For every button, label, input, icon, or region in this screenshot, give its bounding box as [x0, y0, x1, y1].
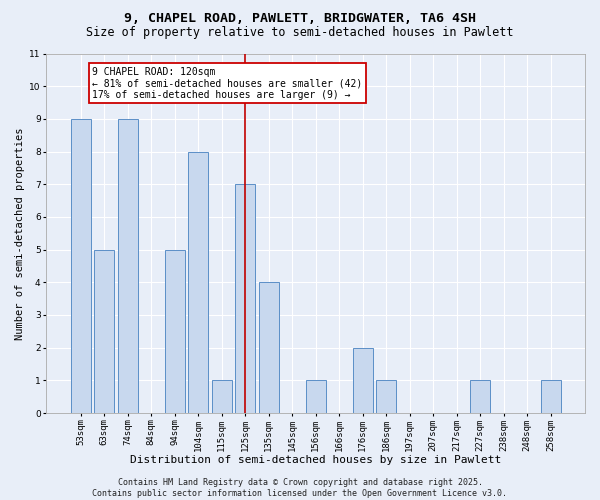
Bar: [94, 250, 114, 413]
Bar: [259, 282, 278, 413]
Bar: [353, 348, 373, 413]
Bar: [71, 119, 91, 413]
Text: 9 CHAPEL ROAD: 120sqm
← 81% of semi-detached houses are smaller (42)
17% of semi: 9 CHAPEL ROAD: 120sqm ← 81% of semi-deta…: [92, 66, 362, 100]
Bar: [188, 152, 208, 413]
Bar: [118, 119, 137, 413]
Text: 9, CHAPEL ROAD, PAWLETT, BRIDGWATER, TA6 4SH: 9, CHAPEL ROAD, PAWLETT, BRIDGWATER, TA6…: [124, 12, 476, 26]
Text: Size of property relative to semi-detached houses in Pawlett: Size of property relative to semi-detach…: [86, 26, 514, 39]
Bar: [376, 380, 396, 413]
Text: Contains HM Land Registry data © Crown copyright and database right 2025.
Contai: Contains HM Land Registry data © Crown c…: [92, 478, 508, 498]
Y-axis label: Number of semi-detached properties: Number of semi-detached properties: [15, 127, 25, 340]
Bar: [305, 380, 326, 413]
Bar: [541, 380, 560, 413]
Bar: [164, 250, 185, 413]
X-axis label: Distribution of semi-detached houses by size in Pawlett: Distribution of semi-detached houses by …: [130, 455, 501, 465]
Bar: [235, 184, 255, 413]
Bar: [470, 380, 490, 413]
Bar: [212, 380, 232, 413]
